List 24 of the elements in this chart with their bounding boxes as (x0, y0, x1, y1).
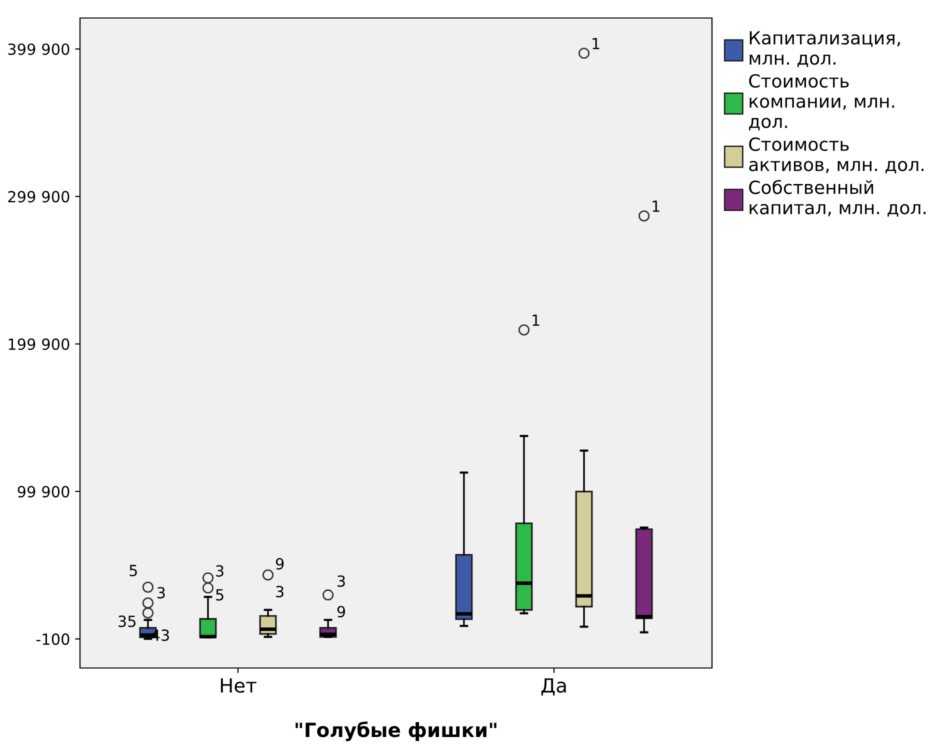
x-axis-title: "Голубые фишки" (296, 722, 496, 742)
legend-label: Стоимость активов, млн. дол. (749, 137, 924, 174)
y-tick-label: 199 900 (8, 338, 70, 350)
x-tick-label: Нет (220, 678, 256, 693)
legend-label: Стоимость компании, млн. дол. (749, 74, 894, 130)
x-tick-label: Да (541, 678, 566, 696)
annotation: 5 (216, 589, 224, 601)
annotation: 1 (592, 38, 600, 50)
annotation: 5 (130, 564, 137, 576)
y-tick-label: 299 900 (8, 190, 70, 202)
annotation: 3 (338, 575, 345, 587)
annotation: 1 (652, 200, 660, 212)
annotation: 35 (118, 616, 136, 628)
annotation: 9 (276, 558, 284, 570)
annotation: 9 (337, 606, 346, 618)
y-tick-label: 399 900 (8, 43, 70, 55)
y-tick-label: 99 900 (18, 486, 70, 498)
legend-label: Капитализация, млн. дол. (750, 31, 900, 68)
legend-label: Собственный капитал, млн. дол. (749, 180, 926, 217)
annotation: 3 (157, 586, 165, 598)
annotation: 1 (532, 314, 540, 326)
annotation: 3 (216, 565, 224, 577)
y-tick-label: -100 (36, 633, 70, 645)
annotation: 3 (276, 586, 284, 598)
